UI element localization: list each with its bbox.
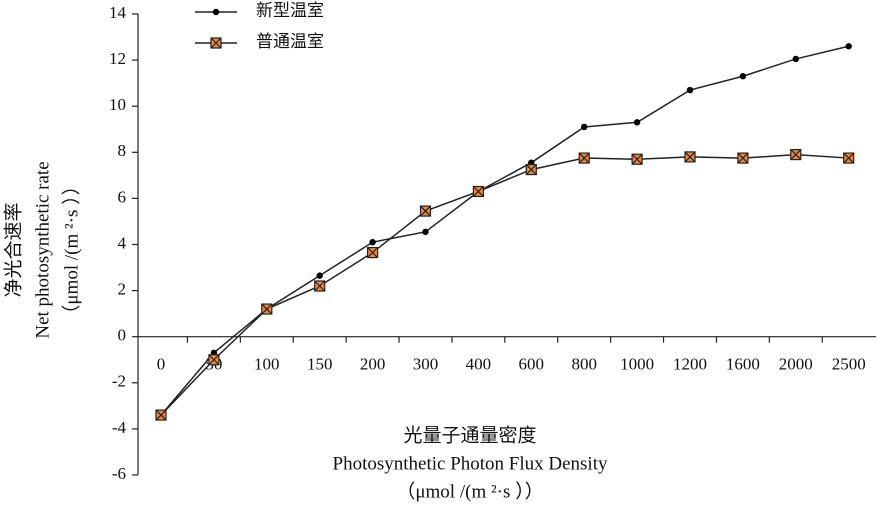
data-point: [208, 354, 220, 366]
x-axis-title: Photosynthetic Photon Flux Density: [333, 453, 608, 474]
marker-cross: [261, 303, 273, 315]
x-tick-label: 400: [466, 355, 492, 374]
data-point: [686, 86, 694, 94]
marker-cross: [790, 149, 802, 161]
legend-marker: [212, 8, 220, 16]
marker-cross: [737, 152, 749, 164]
marker-cross: [155, 409, 167, 421]
legend-marker: [210, 37, 222, 49]
data-point: [422, 228, 429, 236]
y-tick-label: -4: [112, 418, 127, 437]
y-tick-label: -2: [112, 372, 126, 391]
data-point: [790, 149, 802, 161]
marker-cross: [631, 153, 643, 165]
marker-cross: [578, 152, 590, 164]
data-point: [845, 43, 852, 50]
series-line: [160, 45, 849, 416]
series-line: [160, 153, 849, 416]
data-point: [316, 272, 323, 279]
marker-cross: [208, 354, 220, 366]
x-tick-label: 100: [254, 355, 280, 374]
data-point: [631, 153, 643, 165]
data-point: [419, 205, 432, 217]
x-tick-label: 150: [307, 355, 333, 374]
x-tick-label: 200: [360, 355, 386, 374]
data-point: [367, 246, 379, 259]
data-point: [739, 73, 747, 80]
x-tick-label: 1200: [673, 355, 707, 374]
marker-cross: [525, 164, 537, 176]
data-point: [737, 152, 749, 164]
x-tick-label: 1600: [726, 355, 760, 374]
x-axis-title: （μmol /(m ²·s ））: [396, 480, 543, 502]
y-axis-title: （μmol /(m ²·s ））: [60, 176, 82, 323]
marker-cross: [210, 37, 222, 49]
y-tick-label: 14: [109, 3, 127, 22]
x-tick-label: 2500: [832, 355, 866, 374]
data-point: [314, 280, 326, 292]
data-point: [472, 185, 484, 198]
y-tick-label: 0: [118, 326, 127, 345]
x-tick-label: 2000: [779, 355, 813, 374]
marker-cross: [472, 186, 484, 197]
data-point: [155, 409, 167, 421]
marker-cross: [684, 151, 696, 163]
legend-label: 普通温室: [256, 32, 324, 51]
y-tick-label: -6: [112, 464, 126, 483]
y-tick-label: 8: [118, 141, 127, 160]
data-point: [369, 238, 376, 246]
marker-cross: [420, 205, 431, 217]
data-point: [684, 151, 696, 163]
x-tick-label: 300: [413, 355, 439, 374]
y-tick-label: 2: [118, 280, 127, 299]
marker-cross: [843, 152, 855, 164]
x-axis-title: 光量子通量密度: [403, 424, 536, 446]
data-point: [843, 152, 855, 164]
y-tick-label: 12: [109, 49, 126, 68]
y-axis-title: Net photosynthetic rate: [32, 161, 53, 338]
data-point: [792, 55, 799, 63]
marker-cross: [367, 247, 379, 258]
y-axis-title: 净光合速率: [2, 202, 24, 297]
x-tick-label: 1000: [620, 355, 654, 374]
y-tick-label: 4: [118, 233, 127, 252]
data-point: [261, 303, 273, 315]
marker-cross: [314, 280, 326, 292]
y-tick-label: 10: [109, 95, 126, 114]
legend-label: 新型温室: [256, 1, 324, 20]
y-tick-label: 6: [118, 187, 127, 206]
data-point: [633, 119, 641, 126]
x-tick-label: 800: [571, 355, 597, 374]
x-tick-label: 600: [519, 355, 545, 374]
x-tick-label: 0: [157, 355, 166, 374]
data-point: [525, 163, 537, 176]
data-point: [578, 152, 590, 164]
data-point: [581, 123, 588, 131]
